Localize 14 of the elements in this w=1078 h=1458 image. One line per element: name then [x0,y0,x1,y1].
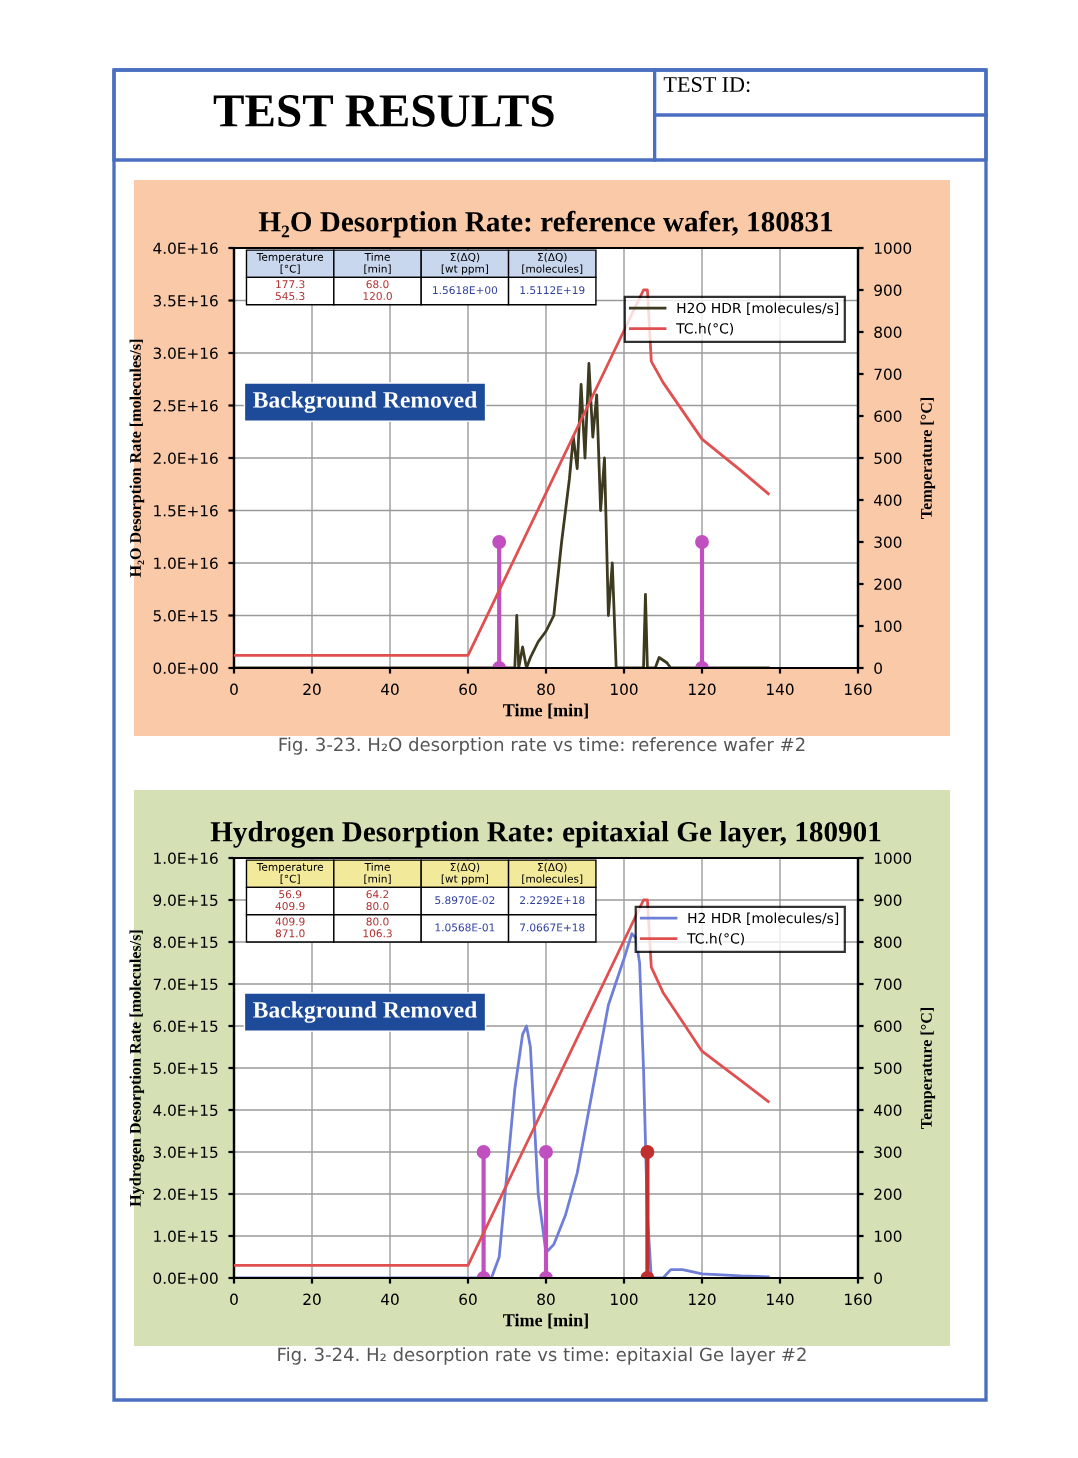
x-axis-title: Time [min] [503,1313,588,1329]
text: TEST ID: [663,77,750,93]
text: TEST RESULTS [213,95,554,127]
annotation: Background Removed [253,1001,478,1023]
y-axis-title: Hydrogen Desorption Rate [molecules/s] [129,930,145,1207]
chart-title: H₂O Desorption Rate: reference wafer, 180831 [258,210,833,238]
x-axis-title: Time [min] [503,703,588,719]
y2-axis-title: Temperature [°C] [920,1008,936,1129]
caption: Fig. 3-24. H₂ desorption rate vs time: epitaxial Ge layer #2 [278,1347,806,1365]
annotation: Background Removed [253,391,478,413]
y2-axis-title: Temperature [°C] [920,398,936,519]
caption: Fig. 3-23. H₂O desorption rate vs time: reference wafer #2 [279,737,805,755]
chart-title: Hydrogen Desorption Rate: epitaxial Ge layer, 180901 [210,821,881,848]
y-axis-title: H₂O Desorption Rate [molecules/s] [129,339,145,578]
